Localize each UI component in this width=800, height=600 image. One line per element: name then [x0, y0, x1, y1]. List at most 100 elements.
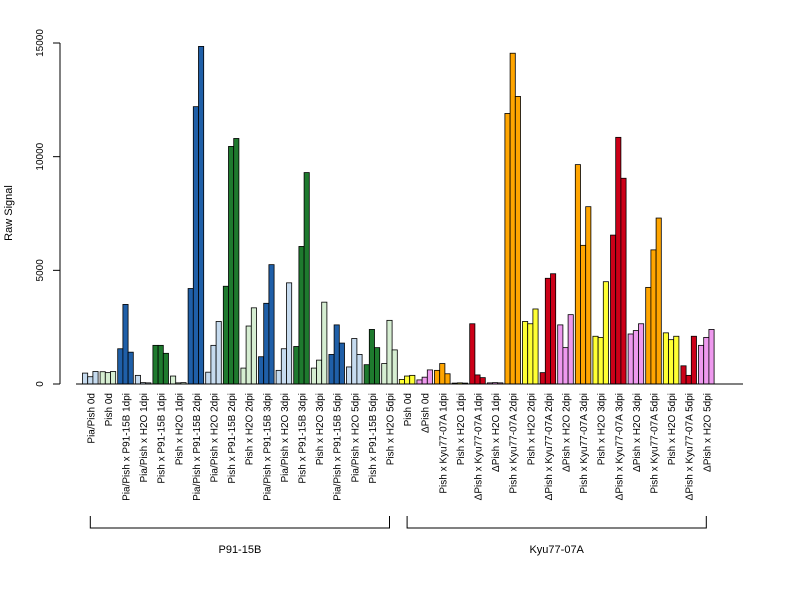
bar: [655, 217, 662, 385]
group-label: Kyu77-07A: [529, 544, 584, 556]
bar: [690, 335, 697, 385]
y-tick-label: 0: [35, 381, 46, 387]
bar: [258, 356, 265, 385]
bar-group: [627, 323, 645, 385]
bar: [286, 282, 293, 385]
bar: [338, 342, 345, 385]
bar: [627, 333, 634, 385]
x-tick-label: Pish x H2O 2dpi: [526, 393, 537, 465]
bar-group: [381, 319, 398, 385]
bar: [110, 371, 117, 385]
x-tick-label: ΔPish x Kyu77-07A 1dpi: [474, 393, 485, 500]
x-tick-label: ΔPish x Kyu77-07A 5dpi: [685, 393, 696, 500]
bar: [514, 96, 521, 385]
x-tick-label: Pia/Pish x H2O 3dpi: [280, 393, 291, 483]
group-bracket: [406, 516, 707, 529]
bar: [439, 363, 446, 385]
bar: [245, 325, 252, 385]
bar: [708, 329, 715, 385]
bar-group: [170, 375, 187, 385]
bar: [602, 281, 609, 385]
bar: [409, 374, 416, 385]
bar-group: [645, 217, 662, 385]
bar-group: [240, 307, 257, 385]
y-axis-label: Raw Signal: [3, 185, 15, 241]
bar: [416, 379, 423, 385]
bar: [638, 323, 645, 385]
bar: [280, 348, 287, 385]
group-brackets: P91-15B Kyu77-07A: [89, 516, 707, 556]
bar: [557, 324, 564, 385]
x-tick-label: Pish x H2O 3dpi: [597, 393, 608, 465]
bar: [391, 349, 398, 385]
bar-group: [328, 324, 345, 385]
x-tick-label: Pish x H2O 5dpi: [386, 393, 397, 465]
bar-group: [469, 323, 486, 385]
bar: [127, 351, 134, 385]
bar: [152, 344, 159, 385]
bar: [263, 302, 270, 385]
bar-group: [680, 335, 697, 385]
bar-group: [275, 282, 293, 385]
bar: [316, 359, 323, 385]
x-tick-label: ΔPish x Kyu77-07A 3dpi: [614, 393, 625, 500]
x-tick-label: Pish 0d: [403, 393, 414, 426]
x-tick-label: Pia/Pish 0d: [86, 393, 97, 444]
bar: [157, 344, 164, 385]
bar-group: [205, 321, 222, 385]
bar: [398, 379, 405, 385]
bar: [620, 177, 627, 385]
bar: [527, 323, 534, 385]
bar: [479, 377, 486, 385]
y-tick-label: 15000: [35, 29, 46, 57]
bar: [328, 354, 335, 385]
bar: [310, 367, 317, 385]
bar-group: [363, 329, 381, 385]
bar: [592, 335, 599, 385]
bar-group: [346, 338, 363, 385]
bar: [474, 374, 481, 385]
bar: [404, 375, 411, 385]
bar: [92, 371, 99, 385]
bar-group: [434, 363, 451, 385]
x-tick-label: Pish x H2O 1dpi: [174, 393, 185, 465]
bar: [87, 376, 94, 385]
bar: [662, 332, 669, 385]
bar-group: [222, 138, 240, 385]
bar: [162, 352, 169, 385]
bar: [250, 307, 257, 385]
bar-group: [293, 172, 310, 385]
bar: [210, 344, 217, 385]
bar: [509, 52, 516, 385]
bar: [333, 324, 340, 385]
x-tick-label: Pish x Kyu77-07A 5dpi: [650, 393, 661, 494]
bar-group: [187, 46, 205, 385]
bar-group: [504, 52, 521, 385]
bar: [645, 286, 652, 385]
bar: [233, 138, 240, 385]
x-tick-label: Pish x H2O 1dpi: [456, 393, 467, 465]
bar: [615, 136, 622, 385]
bar: [374, 347, 381, 385]
bar-group: [152, 344, 169, 385]
y-tick-label: 5000: [35, 259, 46, 282]
bar-group: [539, 273, 557, 385]
bar: [228, 146, 235, 385]
bar: [673, 335, 680, 385]
bar: [444, 373, 451, 385]
bar: [597, 336, 604, 385]
bar-group: [522, 308, 539, 385]
x-tick-label: Pish x Kyu77-07A 2dpi: [509, 393, 520, 494]
bar: [187, 288, 194, 385]
x-tick-label: Pish x H2O 3dpi: [315, 393, 326, 465]
bar: [134, 374, 141, 385]
bar: [539, 372, 546, 385]
bar-group: [99, 371, 117, 385]
bar: [550, 273, 557, 385]
x-tick-label: Pish x H2O 5dpi: [667, 393, 678, 465]
bar: [650, 249, 657, 385]
bars-layer: [82, 46, 715, 385]
x-tick-label: Pish 0d: [104, 393, 115, 426]
bar: [421, 376, 428, 385]
